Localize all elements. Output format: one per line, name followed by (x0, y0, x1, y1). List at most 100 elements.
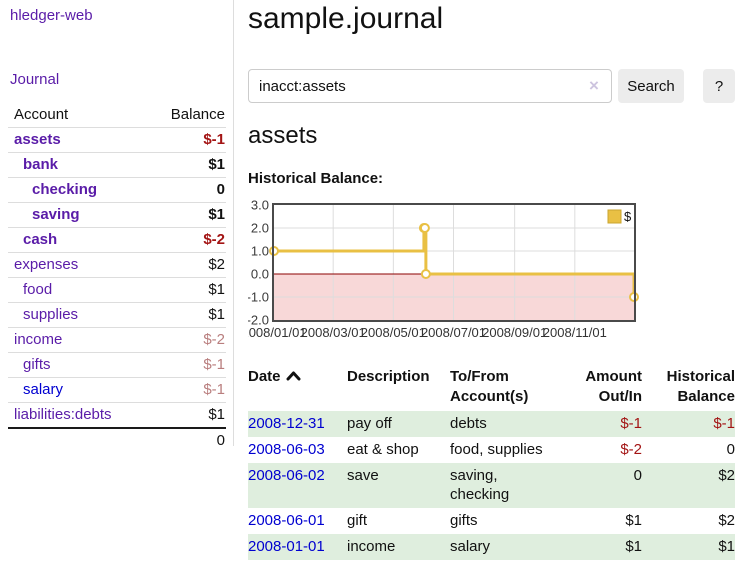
register-header-amount[interactable]: Amount Out/In (585, 368, 642, 405)
register-header-row: Date Description To/From Account(s) Amou… (248, 365, 735, 411)
transaction-date-link[interactable]: 2008-06-03 (248, 441, 325, 458)
account-link[interactable]: supplies (23, 306, 79, 323)
search-button[interactable]: Search (618, 69, 684, 103)
account-row: gifts $-1 (8, 352, 226, 378)
account-link[interactable]: bank (23, 156, 59, 173)
x-tick-label: 2008/03/01 (301, 325, 366, 340)
register-accounts-cell: debts (450, 415, 487, 432)
page-title: sample.journal (248, 2, 444, 35)
register-balance-cell: $2 (718, 467, 735, 484)
transaction-date-link[interactable]: 2008-06-02 (248, 467, 325, 484)
account-name-cell: bank (8, 152, 145, 178)
account-balance: $2 (145, 252, 226, 278)
register-balance-cell: $2 (718, 512, 735, 529)
register-row: 2008-06-01 gift gifts $1 $2 (248, 508, 735, 534)
register-header-description[interactable]: Description (347, 368, 430, 385)
account-row: salary $-1 (8, 377, 226, 403)
account-name-cell: supplies (8, 302, 145, 328)
historical-balance-chart: 2008/01/012008/03/012008/05/012008/07/01… (241, 198, 742, 348)
account-link[interactable]: food (23, 281, 53, 298)
clear-search-icon[interactable]: × (589, 76, 599, 95)
account-balance: $-1 (145, 377, 226, 403)
y-tick-label: 2.0 (251, 221, 269, 236)
legend-label: $ (624, 209, 632, 224)
x-tick-label: 2008/11/01 (543, 325, 607, 340)
register-description-cell: income (347, 538, 396, 555)
register-header-tofrom[interactable]: To/From Account(s) (450, 368, 529, 405)
account-link[interactable]: saving (32, 206, 80, 223)
account-balance: $-2 (145, 227, 226, 253)
account-row: expenses $2 (8, 252, 226, 278)
main-content: sample.journal × Search ? assets Histori… (241, 0, 742, 582)
x-tick-label: 2008/05/01 (361, 325, 426, 340)
chart-title: Historical Balance: (248, 170, 384, 187)
register-header-balance[interactable]: Historical Balance (666, 368, 735, 405)
register-date-cell: 2008-01-01 (248, 534, 347, 560)
account-row: supplies $1 (8, 302, 226, 328)
account-row: cash $-2 (8, 227, 226, 253)
register-row: 2008-06-03 eat & shop food, supplies $-2 0 (248, 437, 735, 463)
account-balance: $-1 (145, 352, 226, 378)
account-name-cell: gifts (8, 352, 145, 378)
register-balance-cell: $-1 (713, 415, 735, 432)
y-tick-label: -2.0 (248, 313, 269, 328)
register-amount-cell: 0 (633, 467, 642, 484)
y-tick-label: 0.0 (251, 267, 269, 282)
transaction-date-link[interactable]: 2008-01-01 (248, 538, 325, 555)
account-balance: 0 (145, 177, 226, 203)
account-link[interactable]: income (14, 331, 63, 348)
data-point-marker (420, 269, 431, 279)
account-link[interactable]: expenses (14, 256, 79, 273)
accounts-header-row: Account Balance (8, 103, 226, 128)
account-name-cell: food (8, 277, 145, 303)
account-name-cell: saving (8, 202, 145, 228)
y-tick-label: 1.0 (251, 244, 269, 259)
search-input[interactable] (248, 69, 612, 103)
x-tick-label: 2008/01/01 (248, 325, 307, 340)
account-balance: $1 (145, 202, 226, 228)
app-title-link[interactable]: hledger-web (10, 7, 93, 24)
register-body: 2008-12-31 pay off debts $-1 $-1 2008-06-03 ea… (248, 411, 735, 560)
account-name-cell: liabilities:debts (8, 402, 145, 428)
sidebar-item-journal[interactable]: Journal (10, 71, 60, 88)
register-amount-cell: $-2 (620, 441, 642, 458)
account-link[interactable]: checking (32, 181, 98, 198)
x-tick-label: 2008/09/01 (482, 325, 547, 340)
register-description-cell: pay off (347, 415, 392, 432)
legend-swatch (607, 209, 622, 224)
help-button[interactable]: ? (703, 69, 735, 103)
accounts-total-row: 0 (8, 427, 226, 453)
register-header-date[interactable]: Date (248, 365, 347, 411)
account-balance: $1 (145, 277, 226, 303)
register-table: Date Description To/From Account(s) Amou… (248, 365, 735, 560)
plot-border (272, 203, 636, 322)
sort-ascending-icon (286, 371, 301, 381)
register-date-cell: 2008-06-03 (248, 437, 347, 463)
register-amount-cell: $1 (625, 512, 642, 529)
register-balance-cell: $1 (718, 538, 735, 555)
account-row: saving $1 (8, 202, 226, 228)
account-link[interactable]: cash (23, 231, 58, 248)
account-row: income $-2 (8, 327, 226, 353)
x-tick-label: 2008/07/01 (421, 325, 486, 340)
account-name-cell: income (8, 327, 145, 353)
transaction-date-link[interactable]: 2008-06-01 (248, 512, 325, 529)
account-link[interactable]: salary (23, 381, 64, 398)
register-amount-cell: $1 (625, 538, 642, 555)
register-accounts-cell: gifts (450, 512, 478, 529)
account-row: liabilities:debts $1 (8, 402, 226, 428)
account-row: bank $1 (8, 152, 226, 178)
accounts-body: assets $-1 bank $1 checking 0 saving $1 cash $-2 e… (8, 127, 226, 428)
account-balance: $-2 (145, 327, 226, 353)
register-date-cell: 2008-06-01 (248, 508, 347, 534)
account-link[interactable]: assets (14, 131, 61, 148)
data-point-marker (419, 223, 430, 233)
transaction-date-link[interactable]: 2008-12-31 (248, 415, 325, 432)
account-link[interactable]: liabilities:debts (14, 406, 112, 423)
register-description-cell: save (347, 467, 379, 484)
register-header-date-label: Date (248, 368, 281, 385)
account-balance: $1 (145, 402, 226, 428)
accounts-balance-table: Account Balance assets $-1 bank $1 checking 0… (8, 103, 226, 453)
account-link[interactable]: gifts (23, 356, 51, 373)
account-name-cell: expenses (8, 252, 145, 278)
